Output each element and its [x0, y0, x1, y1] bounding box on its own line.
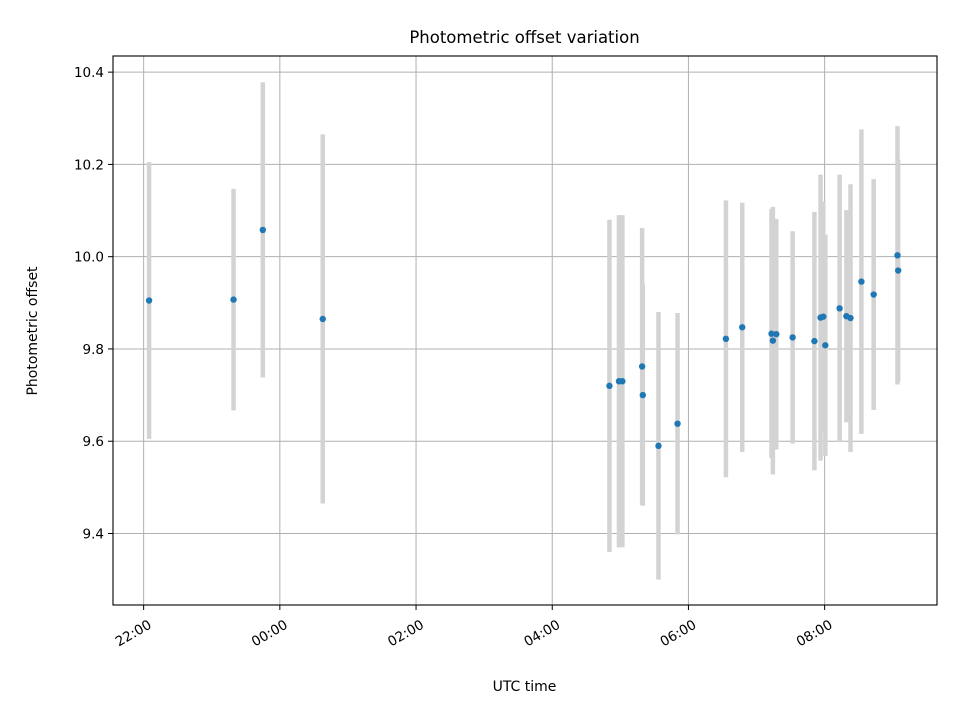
y-tick-label: 9.4 — [83, 526, 104, 542]
y-tick-label: 9.8 — [83, 342, 104, 358]
data-point — [858, 278, 865, 285]
data-point — [619, 378, 626, 385]
data-point — [789, 334, 796, 341]
data-point — [870, 291, 877, 298]
data-point — [722, 335, 730, 343]
plot-frame — [112, 55, 938, 606]
data-point — [145, 297, 153, 304]
data-point — [230, 296, 237, 303]
chart-title: Photometric offset variation — [409, 28, 639, 47]
data-point — [674, 420, 681, 427]
data-point — [820, 313, 827, 320]
data-point — [769, 337, 777, 344]
data-point — [811, 337, 818, 345]
y-axis-label: Photometric offset — [25, 266, 41, 396]
data-point — [639, 391, 647, 399]
data-point — [638, 363, 646, 370]
data-point — [773, 330, 780, 338]
data-point — [739, 324, 746, 331]
grid — [113, 56, 937, 605]
data-point — [655, 442, 662, 450]
data-point — [768, 330, 775, 337]
data-point — [606, 382, 613, 390]
data-point — [319, 315, 326, 323]
data-point — [836, 305, 843, 312]
y-tick-label: 10.4 — [74, 65, 104, 81]
data-points — [145, 226, 902, 450]
data-point — [847, 314, 854, 322]
y-tick-label: 10.0 — [74, 250, 104, 266]
y-tick-label: 10.2 — [74, 157, 104, 173]
data-point — [894, 252, 901, 259]
data-point — [894, 267, 902, 274]
y-tick-label: 9.6 — [83, 434, 104, 450]
data-point — [259, 226, 267, 234]
x-axis-label: UTC time — [493, 679, 557, 695]
data-point — [822, 342, 829, 349]
